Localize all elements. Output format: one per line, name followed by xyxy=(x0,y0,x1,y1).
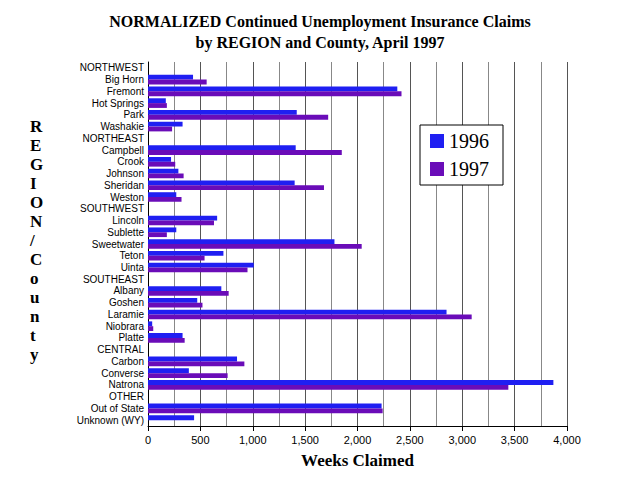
svg-text:/: / xyxy=(29,231,35,250)
svg-text:1997: 1997 xyxy=(449,158,489,180)
svg-text:I: I xyxy=(30,174,37,193)
svg-text:Platte: Platte xyxy=(118,332,144,343)
svg-text:Hot Springs: Hot Springs xyxy=(92,98,144,109)
svg-text:NORTHWEST: NORTHWEST xyxy=(80,62,144,73)
svg-text:Johnson: Johnson xyxy=(106,168,144,179)
svg-text:t: t xyxy=(30,326,36,345)
svg-text:Carbon: Carbon xyxy=(111,356,144,367)
svg-text:u: u xyxy=(30,288,39,307)
svg-text:2,000: 2,000 xyxy=(344,434,372,446)
svg-text:Crook: Crook xyxy=(117,156,145,167)
svg-text:by REGION and County, April 19: by REGION and County, April 1997 xyxy=(196,34,445,52)
svg-text:Unknown (WY): Unknown (WY) xyxy=(77,415,144,426)
svg-text:3,500: 3,500 xyxy=(501,434,529,446)
svg-text:Niobrara: Niobrara xyxy=(106,321,145,332)
svg-text:Big Horn: Big Horn xyxy=(105,74,144,85)
svg-text:Sweetwater: Sweetwater xyxy=(92,239,145,250)
svg-text:1996: 1996 xyxy=(449,130,489,152)
svg-text:Park: Park xyxy=(123,109,145,120)
svg-text:SOUTHEAST: SOUTHEAST xyxy=(83,274,144,285)
svg-text:1,500: 1,500 xyxy=(291,434,319,446)
svg-text:o: o xyxy=(30,269,39,288)
svg-text:Goshen: Goshen xyxy=(109,297,144,308)
svg-text:O: O xyxy=(30,193,43,212)
svg-text:Laramie: Laramie xyxy=(108,309,145,320)
svg-text:4,000: 4,000 xyxy=(553,434,581,446)
svg-text:N: N xyxy=(30,212,43,231)
svg-text:Fremont: Fremont xyxy=(107,86,144,97)
svg-text:Converse: Converse xyxy=(101,368,144,379)
svg-text:SOUTHWEST: SOUTHWEST xyxy=(80,203,144,214)
svg-text:Albany: Albany xyxy=(113,285,144,296)
svg-text:Teton: Teton xyxy=(120,250,144,261)
svg-text:2,500: 2,500 xyxy=(396,434,424,446)
svg-text:Sublette: Sublette xyxy=(107,227,144,238)
svg-text:E: E xyxy=(30,136,41,155)
svg-text:Sheridan: Sheridan xyxy=(104,180,144,191)
svg-text:Campbell: Campbell xyxy=(102,145,144,156)
svg-text:NORMALIZED Continued Unemploym: NORMALIZED Continued Unemployment Insura… xyxy=(109,13,530,31)
svg-text:R: R xyxy=(30,117,43,136)
svg-text:Out of State: Out of State xyxy=(91,403,145,414)
svg-text:C: C xyxy=(30,250,42,269)
svg-text:Natrona: Natrona xyxy=(108,379,144,390)
svg-text:n: n xyxy=(30,307,40,326)
svg-text:NORTHEAST: NORTHEAST xyxy=(83,133,145,144)
svg-text:Lincoln: Lincoln xyxy=(112,215,144,226)
svg-text:3,000: 3,000 xyxy=(448,434,476,446)
svg-text:G: G xyxy=(30,155,43,174)
svg-text:Washakie: Washakie xyxy=(100,121,144,132)
svg-text:Weston: Weston xyxy=(110,192,144,203)
svg-text:y: y xyxy=(30,345,39,364)
svg-text:CENTRAL: CENTRAL xyxy=(97,344,144,355)
svg-text:Weeks Claimed: Weeks Claimed xyxy=(301,451,414,470)
svg-text:OTHER: OTHER xyxy=(109,391,144,402)
svg-text:1,000: 1,000 xyxy=(239,434,267,446)
svg-text:Uinta: Uinta xyxy=(121,262,145,273)
svg-text:0: 0 xyxy=(145,434,151,446)
svg-text:500: 500 xyxy=(191,434,209,446)
